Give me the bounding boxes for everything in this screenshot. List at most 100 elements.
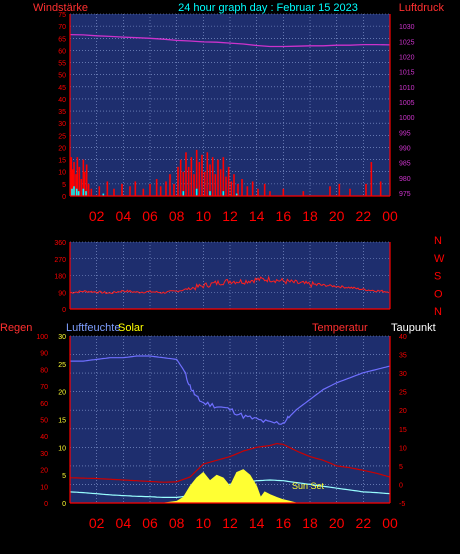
axis-tick-label: 1010: [399, 85, 415, 92]
axis-tick-label: 65: [58, 36, 66, 43]
x-tick-label: 02: [89, 515, 105, 531]
solar-area: [163, 469, 297, 504]
axis-tick-label: 1000: [399, 115, 415, 122]
axis-tick-label: 80: [40, 367, 48, 374]
axis-tick-label: 975: [399, 191, 411, 198]
axis-tick-label: 60: [58, 48, 66, 55]
axis-tick-label: 100: [36, 334, 48, 341]
axis-tick-label: 0: [399, 482, 403, 489]
axis-tick-label: 30: [58, 334, 66, 341]
humidity-line: [70, 355, 391, 425]
compass-tick-label: N: [434, 306, 442, 318]
x-tick-label: 10: [196, 208, 212, 224]
axis-tick-label: 995: [399, 130, 411, 137]
axis-tick-label: 30: [58, 121, 66, 128]
axis-tick-label: 40: [399, 334, 407, 341]
sun-set-annotation: Sun Set: [292, 481, 325, 491]
axis-tick-label: 35: [58, 109, 66, 116]
compass-tick-label: N: [434, 235, 442, 247]
axis-tick-label: 270: [54, 257, 66, 264]
x-tick-label: 02: [89, 208, 105, 224]
x-tick-label: 18: [302, 515, 318, 531]
axis-tick-label: 1020: [399, 54, 415, 61]
axis-tick-label: 0: [62, 501, 66, 508]
header-left-label: Windstärke: [33, 2, 88, 14]
x-tick-label: 12: [222, 208, 238, 224]
axis-tick-label: 45: [58, 85, 66, 92]
axis-tick-label: 980: [399, 176, 411, 183]
axis-tick-label: 360: [54, 240, 66, 247]
axis-tick-label: 70: [40, 384, 48, 391]
axis-tick-label: 90: [40, 351, 48, 358]
axis-tick-label: 10: [40, 484, 48, 491]
axis-tick-label: 50: [58, 73, 66, 80]
x-tick-label: 20: [329, 208, 345, 224]
x-tick-label: 04: [116, 208, 132, 224]
header-right-label: Luftdruck: [399, 2, 445, 14]
axis-tick-label: 1030: [399, 24, 415, 31]
direction-line: [69, 275, 389, 295]
temperature-line: [70, 442, 391, 483]
x-tick-label: 10: [196, 515, 212, 531]
axis-tick-label: 10: [58, 170, 66, 177]
axis-tick-label: 0: [44, 501, 48, 508]
axis-tick-label: 40: [40, 434, 48, 441]
x-tick-label: 22: [356, 515, 372, 531]
axis-tick-label: 30: [399, 371, 407, 378]
regen-label: Regen: [0, 322, 32, 334]
luftfeuchte-label: Luftfeuchte: [66, 322, 120, 334]
axis-tick-label: 990: [399, 145, 411, 152]
x-tick-label: 08: [169, 208, 185, 224]
taupunkt-label: Taupunkt: [391, 322, 436, 334]
x-tick-label: 16: [276, 208, 292, 224]
axis-tick-label: 50: [40, 418, 48, 425]
axis-tick-label: 55: [58, 61, 66, 68]
x-tick-label: 18: [302, 208, 318, 224]
axis-tick-label: -5: [399, 501, 405, 508]
axis-tick-label: 35: [399, 353, 407, 360]
compass-tick-label: S: [434, 271, 441, 283]
axis-tick-label: 5: [62, 473, 66, 480]
axis-tick-label: 1005: [399, 100, 415, 107]
x-tick-label: 14: [249, 208, 265, 224]
compass-tick-label: O: [434, 288, 443, 300]
x-tick-label: 06: [142, 515, 158, 531]
axis-tick-label: 1015: [399, 70, 415, 77]
axis-tick-label: 985: [399, 161, 411, 168]
x-tick-label: 20: [329, 515, 345, 531]
axis-tick-label: 15: [399, 427, 407, 434]
axis-tick-label: 20: [399, 408, 407, 415]
axis-tick-label: 5: [62, 182, 66, 189]
axis-tick-label: 25: [58, 362, 66, 369]
axis-tick-label: 20: [58, 390, 66, 397]
axis-tick-label: 40: [58, 97, 66, 104]
x-tick-label: 16: [276, 515, 292, 531]
temperatur-label: Temperatur: [312, 322, 368, 334]
x-tick-label: 04: [116, 515, 132, 531]
pressure-line: [69, 33, 391, 48]
axis-tick-label: 0: [62, 307, 66, 314]
solar-label: Solar: [118, 322, 144, 334]
x-tick-label: 08: [169, 515, 185, 531]
axis-tick-label: 20: [58, 145, 66, 152]
axis-tick-label: 1025: [399, 39, 415, 46]
header-title: 24 hour graph day : Februar 15 2023: [178, 2, 358, 14]
axis-tick-label: 70: [58, 24, 66, 31]
axis-tick-label: 5: [399, 464, 403, 471]
x-tick-label: 00: [382, 208, 398, 224]
x-tick-label: 14: [249, 515, 265, 531]
x-tick-label: 22: [356, 208, 372, 224]
axis-tick-label: 30: [40, 451, 48, 458]
x-tick-label: 12: [222, 515, 238, 531]
axis-tick-label: 15: [58, 418, 66, 425]
axis-tick-label: 180: [54, 274, 66, 281]
axis-tick-label: 25: [58, 133, 66, 140]
axis-tick-label: 60: [40, 401, 48, 408]
compass-tick-label: W: [434, 253, 445, 265]
x-tick-label: 00: [382, 515, 398, 531]
axis-tick-label: 90: [58, 290, 66, 297]
axis-tick-label: 0: [62, 194, 66, 201]
axis-tick-label: 10: [58, 445, 66, 452]
axis-tick-label: 10: [399, 445, 407, 452]
